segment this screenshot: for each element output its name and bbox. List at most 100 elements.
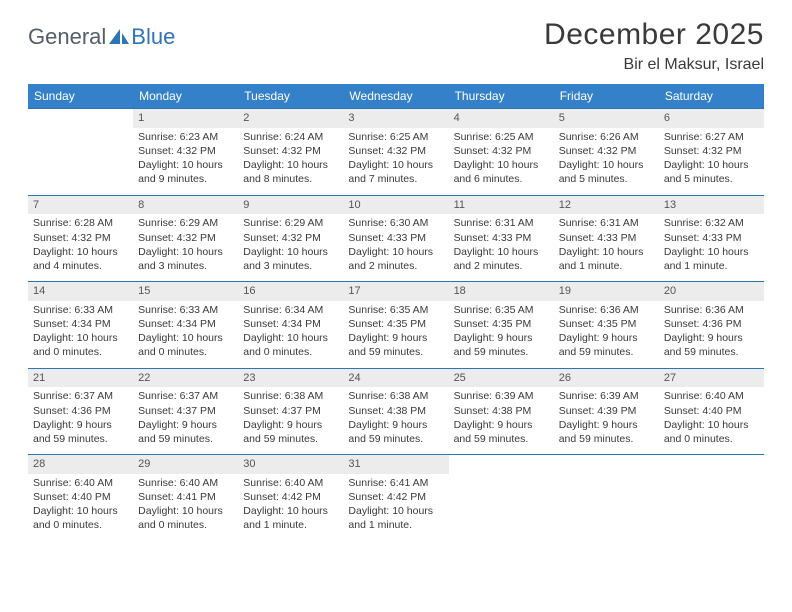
day-number: 22 [133, 369, 238, 388]
sunrise-text: Sunrise: 6:26 AM [559, 130, 654, 144]
daylight-line2: and 3 minutes. [243, 259, 338, 273]
daylight-line1: Daylight: 10 hours [138, 504, 233, 518]
day-number: 30 [238, 455, 343, 474]
calendar-cell: 11Sunrise: 6:31 AMSunset: 4:33 PMDayligh… [449, 195, 554, 282]
day-number: 2 [238, 109, 343, 128]
sunset-text: Sunset: 4:32 PM [559, 144, 654, 158]
daylight-line2: and 0 minutes. [243, 345, 338, 359]
day-number: 5 [554, 109, 659, 128]
calendar-cell: 10Sunrise: 6:30 AMSunset: 4:33 PMDayligh… [343, 195, 448, 282]
day-details: Sunrise: 6:28 AMSunset: 4:32 PMDaylight:… [28, 214, 133, 281]
day-number: 19 [554, 282, 659, 301]
day-number: 27 [659, 369, 764, 388]
logo-text-general: General [28, 24, 106, 50]
day-details: Sunrise: 6:36 AMSunset: 4:36 PMDaylight:… [659, 301, 764, 368]
day-details: Sunrise: 6:40 AMSunset: 4:40 PMDaylight:… [659, 387, 764, 454]
daylight-line1: Daylight: 10 hours [33, 245, 128, 259]
day-details: Sunrise: 6:40 AMSunset: 4:40 PMDaylight:… [28, 474, 133, 541]
sunset-text: Sunset: 4:42 PM [348, 490, 443, 504]
page-title: December 2025 [544, 18, 764, 52]
daylight-line1: Daylight: 9 hours [559, 331, 654, 345]
day-number: 29 [133, 455, 238, 474]
calendar-cell: 15Sunrise: 6:33 AMSunset: 4:34 PMDayligh… [133, 282, 238, 369]
logo-sail-icon [109, 29, 129, 45]
sunrise-text: Sunrise: 6:34 AM [243, 303, 338, 317]
sunset-text: Sunset: 4:32 PM [454, 144, 549, 158]
daylight-line1: Daylight: 10 hours [664, 245, 759, 259]
daylight-line1: Daylight: 10 hours [33, 504, 128, 518]
daylight-line1: Daylight: 10 hours [243, 331, 338, 345]
daylight-line1: Daylight: 10 hours [33, 331, 128, 345]
sunrise-text: Sunrise: 6:25 AM [348, 130, 443, 144]
calendar-cell: 22Sunrise: 6:37 AMSunset: 4:37 PMDayligh… [133, 368, 238, 455]
daylight-line2: and 59 minutes. [454, 432, 549, 446]
day-number: 7 [28, 196, 133, 215]
daylight-line1: Daylight: 10 hours [664, 418, 759, 432]
sunset-text: Sunset: 4:34 PM [138, 317, 233, 331]
sunset-text: Sunset: 4:33 PM [454, 231, 549, 245]
day-details: Sunrise: 6:40 AMSunset: 4:41 PMDaylight:… [133, 474, 238, 541]
daylight-line1: Daylight: 9 hours [664, 331, 759, 345]
daylight-line2: and 59 minutes. [243, 432, 338, 446]
calendar-cell: 27Sunrise: 6:40 AMSunset: 4:40 PMDayligh… [659, 368, 764, 455]
daylight-line1: Daylight: 10 hours [348, 158, 443, 172]
location-subtitle: Bir el Maksur, Israel [544, 56, 764, 74]
calendar-cell: 26Sunrise: 6:39 AMSunset: 4:39 PMDayligh… [554, 368, 659, 455]
day-details: Sunrise: 6:38 AMSunset: 4:38 PMDaylight:… [343, 387, 448, 454]
calendar-cell: 5Sunrise: 6:26 AMSunset: 4:32 PMDaylight… [554, 109, 659, 196]
daylight-line1: Daylight: 10 hours [559, 245, 654, 259]
calendar-cell: 25Sunrise: 6:39 AMSunset: 4:38 PMDayligh… [449, 368, 554, 455]
calendar-cell: 6Sunrise: 6:27 AMSunset: 4:32 PMDaylight… [659, 109, 764, 196]
sunrise-text: Sunrise: 6:36 AM [559, 303, 654, 317]
daylight-line2: and 5 minutes. [664, 172, 759, 186]
daylight-line2: and 9 minutes. [138, 172, 233, 186]
daylight-line2: and 59 minutes. [559, 432, 654, 446]
day-number: 6 [659, 109, 764, 128]
day-details: Sunrise: 6:23 AMSunset: 4:32 PMDaylight:… [133, 128, 238, 195]
sunrise-text: Sunrise: 6:33 AM [138, 303, 233, 317]
daylight-line2: and 1 minute. [348, 518, 443, 532]
sunrise-text: Sunrise: 6:29 AM [243, 216, 338, 230]
day-number: 8 [133, 196, 238, 215]
daylight-line2: and 6 minutes. [454, 172, 549, 186]
sunrise-text: Sunrise: 6:36 AM [664, 303, 759, 317]
sunrise-text: Sunrise: 6:41 AM [348, 476, 443, 490]
day-details: Sunrise: 6:31 AMSunset: 4:33 PMDaylight:… [554, 214, 659, 281]
daylight-line2: and 59 minutes. [559, 345, 654, 359]
weekday-header: Tuesday [238, 84, 343, 109]
daylight-line1: Daylight: 9 hours [348, 418, 443, 432]
calendar-row: 21Sunrise: 6:37 AMSunset: 4:36 PMDayligh… [28, 368, 764, 455]
day-details: Sunrise: 6:38 AMSunset: 4:37 PMDaylight:… [238, 387, 343, 454]
sunset-text: Sunset: 4:32 PM [243, 144, 338, 158]
calendar-cell: 31Sunrise: 6:41 AMSunset: 4:42 PMDayligh… [343, 455, 448, 541]
weekday-header: Monday [133, 84, 238, 109]
day-details: Sunrise: 6:32 AMSunset: 4:33 PMDaylight:… [659, 214, 764, 281]
sunrise-text: Sunrise: 6:32 AM [664, 216, 759, 230]
sunrise-text: Sunrise: 6:24 AM [243, 130, 338, 144]
day-number: 21 [28, 369, 133, 388]
daylight-line1: Daylight: 9 hours [454, 331, 549, 345]
calendar-cell: 23Sunrise: 6:38 AMSunset: 4:37 PMDayligh… [238, 368, 343, 455]
daylight-line1: Daylight: 9 hours [243, 418, 338, 432]
daylight-line1: Daylight: 9 hours [138, 418, 233, 432]
calendar-cell: . [449, 455, 554, 541]
sunset-text: Sunset: 4:32 PM [138, 231, 233, 245]
sunset-text: Sunset: 4:40 PM [664, 404, 759, 418]
sunset-text: Sunset: 4:32 PM [243, 231, 338, 245]
day-number: 12 [554, 196, 659, 215]
day-number: 15 [133, 282, 238, 301]
calendar-cell: 17Sunrise: 6:35 AMSunset: 4:35 PMDayligh… [343, 282, 448, 369]
day-number: 31 [343, 455, 448, 474]
day-number: 1 [133, 109, 238, 128]
sunset-text: Sunset: 4:37 PM [243, 404, 338, 418]
day-number: 9 [238, 196, 343, 215]
sunset-text: Sunset: 4:33 PM [348, 231, 443, 245]
daylight-line2: and 59 minutes. [348, 432, 443, 446]
sunrise-text: Sunrise: 6:27 AM [664, 130, 759, 144]
day-number: 14 [28, 282, 133, 301]
day-details: Sunrise: 6:35 AMSunset: 4:35 PMDaylight:… [449, 301, 554, 368]
sunrise-text: Sunrise: 6:39 AM [454, 389, 549, 403]
daylight-line1: Daylight: 9 hours [33, 418, 128, 432]
sunrise-text: Sunrise: 6:31 AM [454, 216, 549, 230]
day-details: Sunrise: 6:30 AMSunset: 4:33 PMDaylight:… [343, 214, 448, 281]
